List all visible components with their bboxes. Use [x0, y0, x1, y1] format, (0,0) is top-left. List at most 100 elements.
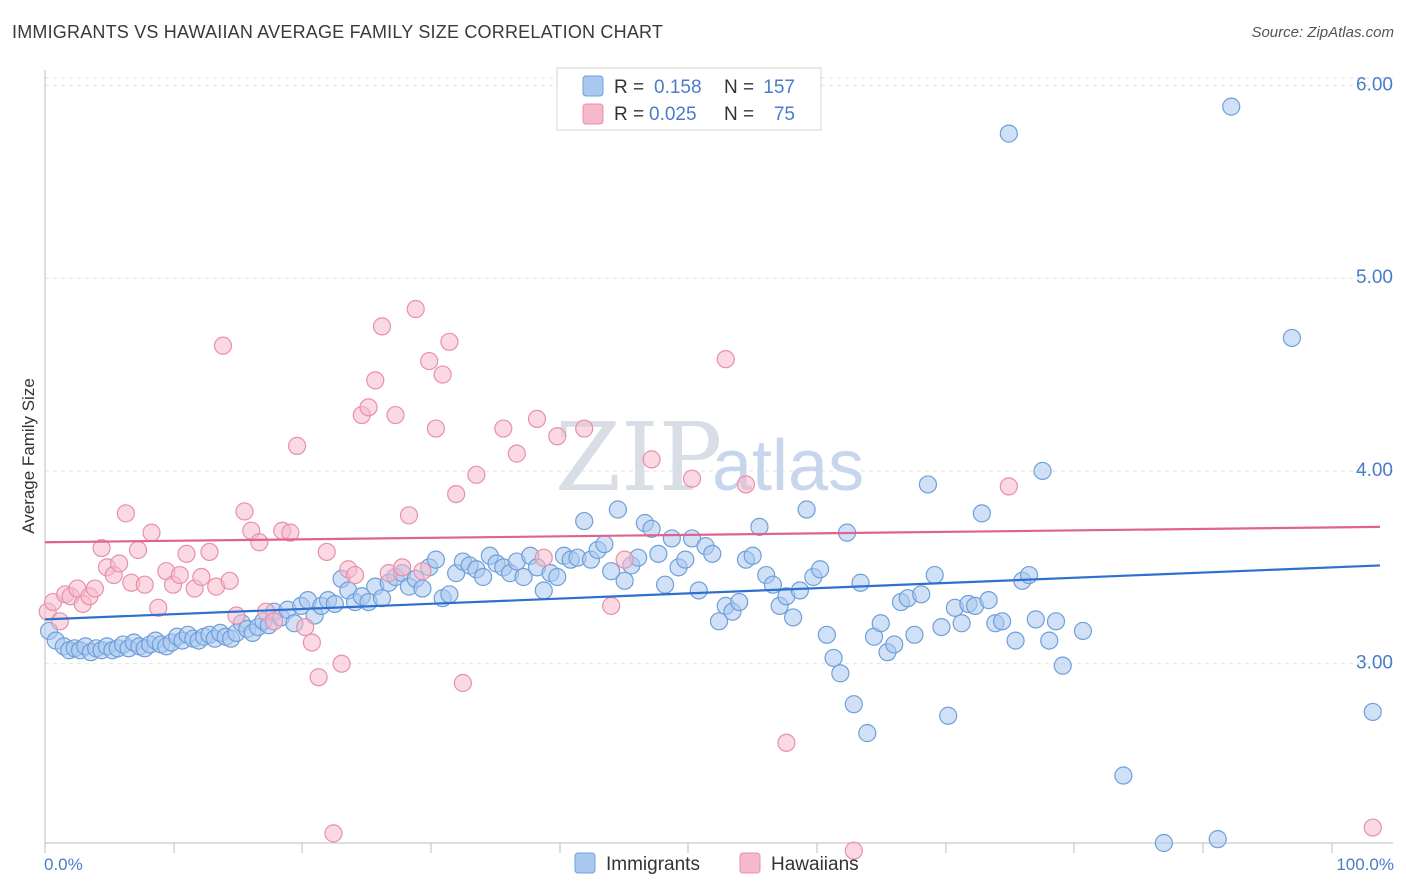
series-hawaiians	[38, 299, 1382, 860]
legend-r-label: R =	[614, 104, 644, 125]
point-hawaiians	[265, 612, 284, 631]
point-hawaiians	[220, 571, 239, 590]
point-hawaiians	[494, 419, 513, 438]
trend-line-immigrants	[44, 564, 1381, 621]
point-hawaiians	[235, 502, 254, 521]
point-immigrants	[534, 581, 553, 600]
point-hawaiians	[507, 444, 526, 463]
point-hawaiians	[50, 612, 69, 631]
point-immigrants	[750, 517, 769, 536]
point-hawaiians	[372, 317, 392, 336]
point-hawaiians	[716, 350, 735, 369]
point-hawaiians	[359, 398, 378, 417]
point-hawaiians	[682, 469, 702, 488]
y-tick-label: 5.00	[1356, 267, 1393, 288]
point-immigrants	[885, 635, 904, 654]
legend-r-value: 0.025	[649, 104, 697, 125]
point-immigrants	[999, 124, 1018, 143]
point-hawaiians	[200, 542, 219, 562]
point-hawaiians	[366, 371, 385, 390]
point-immigrants	[1033, 461, 1052, 481]
point-hawaiians	[406, 299, 425, 319]
data-points	[38, 97, 1382, 860]
point-hawaiians	[309, 668, 328, 687]
point-immigrants	[655, 575, 675, 594]
point-hawaiians	[332, 654, 351, 673]
point-hawaiians	[192, 567, 211, 587]
point-immigrants	[992, 612, 1012, 631]
watermark: ZIP atlas	[555, 403, 864, 513]
point-hawaiians	[467, 465, 486, 484]
point-hawaiians	[128, 540, 148, 560]
point-immigrants	[932, 617, 951, 637]
bottom-legend-label-immigrants: Immigrants	[606, 854, 700, 875]
point-immigrants	[912, 585, 931, 604]
point-hawaiians	[534, 548, 553, 567]
point-hawaiians	[1363, 818, 1382, 837]
legend-box: R = 0.158 N = 157 R = 0.025 N = 75	[556, 67, 822, 131]
point-immigrants	[709, 612, 729, 631]
point-immigrants	[939, 706, 958, 725]
point-immigrants	[851, 573, 870, 592]
point-immigrants	[1019, 565, 1039, 585]
point-hawaiians	[177, 544, 196, 563]
point-hawaiians	[433, 365, 452, 384]
point-immigrants	[615, 571, 634, 590]
legend-n-label: N =	[724, 77, 754, 98]
point-immigrants	[831, 664, 850, 683]
point-immigrants	[1053, 656, 1072, 675]
point-immigrants	[689, 581, 708, 600]
point-immigrants	[649, 544, 668, 563]
point-hawaiians	[447, 484, 466, 504]
x-tick-label-min: 0.0%	[44, 855, 83, 874]
bottom-legend: Immigrants Hawaiians	[574, 852, 859, 875]
point-immigrants	[784, 608, 803, 627]
point-immigrants	[1282, 328, 1302, 348]
point-hawaiians	[615, 550, 634, 569]
source-label: Source: ZipAtlas.com	[1251, 24, 1394, 41]
point-immigrants	[810, 560, 830, 579]
point-hawaiians	[302, 633, 322, 652]
x-tick-label-max: 100.0%	[1336, 855, 1394, 874]
point-hawaiians	[250, 533, 269, 552]
point-hawaiians	[420, 351, 439, 371]
point-immigrants	[797, 500, 816, 519]
point-immigrants	[925, 565, 944, 585]
point-immigrants	[979, 591, 998, 610]
point-immigrants	[743, 546, 762, 565]
point-hawaiians	[281, 523, 300, 542]
point-hawaiians	[213, 336, 233, 355]
point-hawaiians	[393, 558, 412, 577]
point-hawaiians	[642, 450, 661, 469]
legend-n-value: 75	[774, 104, 795, 125]
point-hawaiians	[426, 419, 446, 438]
point-immigrants	[1006, 631, 1025, 650]
point-immigrants	[972, 504, 991, 523]
point-immigrants	[662, 529, 681, 548]
legend-swatch-immigrants	[582, 75, 604, 97]
point-hawaiians	[399, 506, 419, 525]
point-immigrants	[871, 614, 890, 633]
point-hawaiians	[844, 841, 863, 860]
trend-line-hawaiians	[44, 525, 1381, 544]
point-immigrants	[474, 567, 493, 587]
point-immigrants	[608, 500, 628, 519]
point-immigrants	[1222, 97, 1241, 116]
point-hawaiians	[227, 606, 246, 625]
watermark-zip: ZIP	[555, 403, 722, 513]
watermark-atlas: atlas	[712, 426, 864, 506]
point-hawaiians	[440, 332, 459, 351]
point-immigrants	[952, 614, 971, 633]
point-hawaiians	[999, 477, 1018, 496]
point-hawaiians	[116, 504, 135, 523]
legend-swatch-hawaiians	[582, 103, 604, 125]
point-hawaiians	[575, 419, 594, 438]
point-immigrants	[1208, 830, 1227, 849]
legend-n-value: 157	[763, 77, 795, 98]
point-immigrants	[426, 550, 446, 569]
point-immigrants	[595, 535, 614, 554]
point-immigrants	[548, 567, 567, 587]
point-immigrants	[1154, 833, 1173, 853]
point-immigrants	[372, 589, 392, 608]
